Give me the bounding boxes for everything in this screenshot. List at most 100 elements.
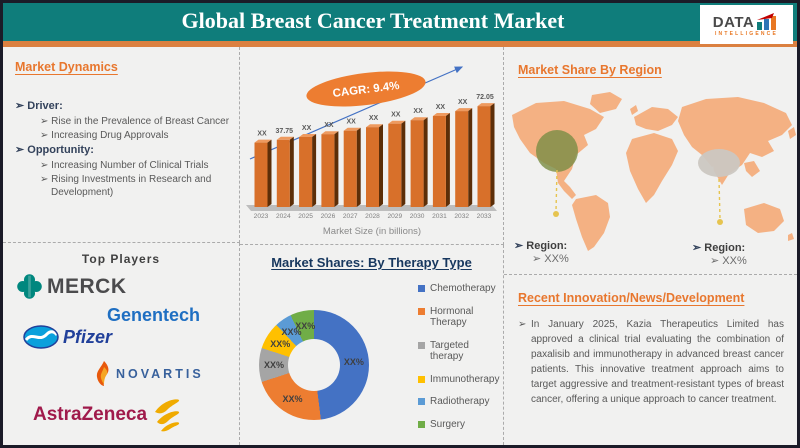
legend-swatch (418, 420, 425, 428)
region-callout-2: Region: XX% (692, 241, 747, 267)
legend-label: Radiotherapy (430, 396, 490, 407)
news-body: ➢ In January 2025, Kazia Therapeutics Li… (518, 319, 784, 405)
svg-text:2029: 2029 (387, 213, 402, 220)
region-label: Region: (514, 239, 569, 252)
news-panel: Recent Innovation/News/Development ➢ In … (504, 275, 797, 445)
svg-text:2025: 2025 (298, 213, 313, 220)
legend-swatch (418, 341, 425, 349)
marker-dot (717, 219, 723, 225)
merck-wordmark: MERCK (47, 274, 127, 298)
svg-text:2028: 2028 (365, 213, 380, 220)
svg-text:XX: XX (436, 104, 446, 111)
region-panel-title: Market Share By Region (518, 63, 662, 77)
astrazeneca-mortar-icon (155, 399, 180, 432)
legend-label: Hormonal Therapy (430, 305, 474, 329)
top-players-panel: Top Players MERCK Genentech Pfizer (3, 243, 240, 445)
novartis-logo: NOVARTIS (95, 361, 204, 387)
therapy-share-panel: Market Shares: By Therapy Type Chemother… (240, 245, 504, 445)
slice-label: XX% (263, 360, 285, 370)
accent-divider (3, 41, 797, 47)
region-value: XX% (514, 252, 568, 265)
novartis-flame-icon (96, 361, 109, 386)
slice-label: XX% (270, 338, 291, 349)
svg-text:2027: 2027 (343, 213, 358, 220)
slice-label: XX% (282, 393, 303, 404)
slice-label: XX% (343, 357, 364, 368)
svg-text:Market Size (in billions): Market Size (in billions) (323, 226, 421, 237)
region-label: Region: (692, 241, 747, 254)
legend-item: Radiotherapy (418, 396, 498, 408)
legend-label: Immunotherapy (430, 373, 500, 385)
header-bar: Global Breast Cancer Treatment Market (3, 3, 797, 41)
region-marker-north-america (536, 130, 578, 172)
merck-logo: MERCK (16, 273, 127, 300)
driver-item: Rise in the Prevalence of Breast Cancer (15, 115, 230, 128)
svg-text:XX: XX (257, 131, 267, 138)
therapy-legend: Chemotherapy Hormonal Therapy Targeted the… (418, 283, 500, 441)
therapy-chart-title: Market Shares: By Therapy Type (271, 255, 472, 270)
marker-dot (553, 211, 559, 217)
legend-item: Targeted therapy (418, 340, 498, 363)
legend-item: Chemotherapy (418, 283, 498, 295)
legend-swatch (418, 285, 425, 292)
pfizer-logo: Pfizer (23, 325, 112, 349)
legend-swatch (418, 398, 425, 405)
market-size-bar-chart: XX 2023 37.75 2024 XX 2025 XX 2026 XX 2027 XX 2028 X… (246, 66, 497, 237)
genentech-wordmark: Genentech (107, 305, 201, 325)
pfizer-oval-icon (23, 325, 59, 349)
legend-swatch (418, 375, 425, 383)
svg-text:XX: XX (324, 122, 334, 129)
svg-text:2026: 2026 (321, 213, 336, 220)
astrazeneca-logo: AstraZeneca (33, 398, 181, 432)
logo-wordmark: DATA (712, 13, 755, 31)
astrazeneca-wordmark: AstraZeneca (33, 404, 148, 425)
svg-text:2023: 2023 (254, 213, 269, 220)
slice-label: XX% (295, 320, 316, 331)
region-callout-1: Region: XX% (514, 239, 569, 265)
svg-text:XX: XX (391, 112, 401, 119)
svg-text:72.05: 72.05 (476, 94, 494, 101)
market-dynamics-title: Market Dynamics (15, 60, 118, 74)
svg-text:37.75: 37.75 (276, 128, 294, 135)
top-players-title: Top Players (81, 252, 161, 266)
opportunity-item: Rising Investments in Research and Devel… (15, 173, 230, 199)
legend-item: Immunotherapy (418, 373, 500, 386)
legend-label: Targeted therapy (430, 339, 469, 363)
opportunity-group-label: Opportunity: (15, 143, 230, 158)
market-dynamics-panel: Market Dynamics Driver: Rise in the Prev… (3, 47, 240, 243)
market-size-chart-panel: XX 2023 37.75 2024 XX 2025 XX 2026 XX 2027 XX 2028 X… (240, 47, 504, 245)
genentech-logo: Genentech (107, 305, 200, 326)
svg-text:XX: XX (302, 125, 312, 132)
svg-text:2031: 2031 (432, 213, 447, 220)
brand-logo: DATA INTELLIGENCE (700, 5, 793, 44)
merck-clover-icon (17, 274, 42, 299)
region-marker-asia (698, 149, 740, 177)
driver-group-label: Driver: (15, 99, 230, 114)
slice-label: XX% (281, 326, 302, 337)
marker-drop-line (555, 169, 558, 212)
logo-barchart-icon (757, 12, 777, 30)
page-title: Global Breast Cancer Treatment Market (181, 8, 565, 33)
svg-text:2024: 2024 (276, 213, 291, 220)
legend-label: Chemotherapy (430, 283, 496, 294)
legend-label: Surgery (430, 418, 466, 430)
svg-text:XX: XX (369, 115, 379, 122)
news-title: Recent Innovation/News/Development (518, 291, 745, 305)
svg-text:2030: 2030 (410, 213, 425, 220)
svg-text:XX: XX (458, 99, 468, 106)
logo-subtext: INTELLIGENCE (714, 30, 779, 37)
marker-drop-line (718, 178, 721, 220)
region-share-panel: Market Share By Region (504, 47, 797, 275)
svg-text:XX: XX (347, 119, 357, 126)
svg-text:2032: 2032 (454, 213, 469, 220)
region-value: XX% (692, 254, 746, 267)
driver-item: Increasing Drug Approvals (15, 129, 230, 142)
svg-text:2033: 2033 (477, 213, 492, 220)
donut-hole (288, 339, 340, 391)
market-dynamics-list: Driver: Rise in the Prevalence of Breast… (15, 99, 230, 200)
novartis-wordmark: NOVARTIS (116, 367, 204, 381)
opportunity-item: Increasing Number of Clinical Trials (15, 159, 230, 172)
legend-item: Surgery (418, 419, 498, 431)
world-map (512, 92, 796, 251)
